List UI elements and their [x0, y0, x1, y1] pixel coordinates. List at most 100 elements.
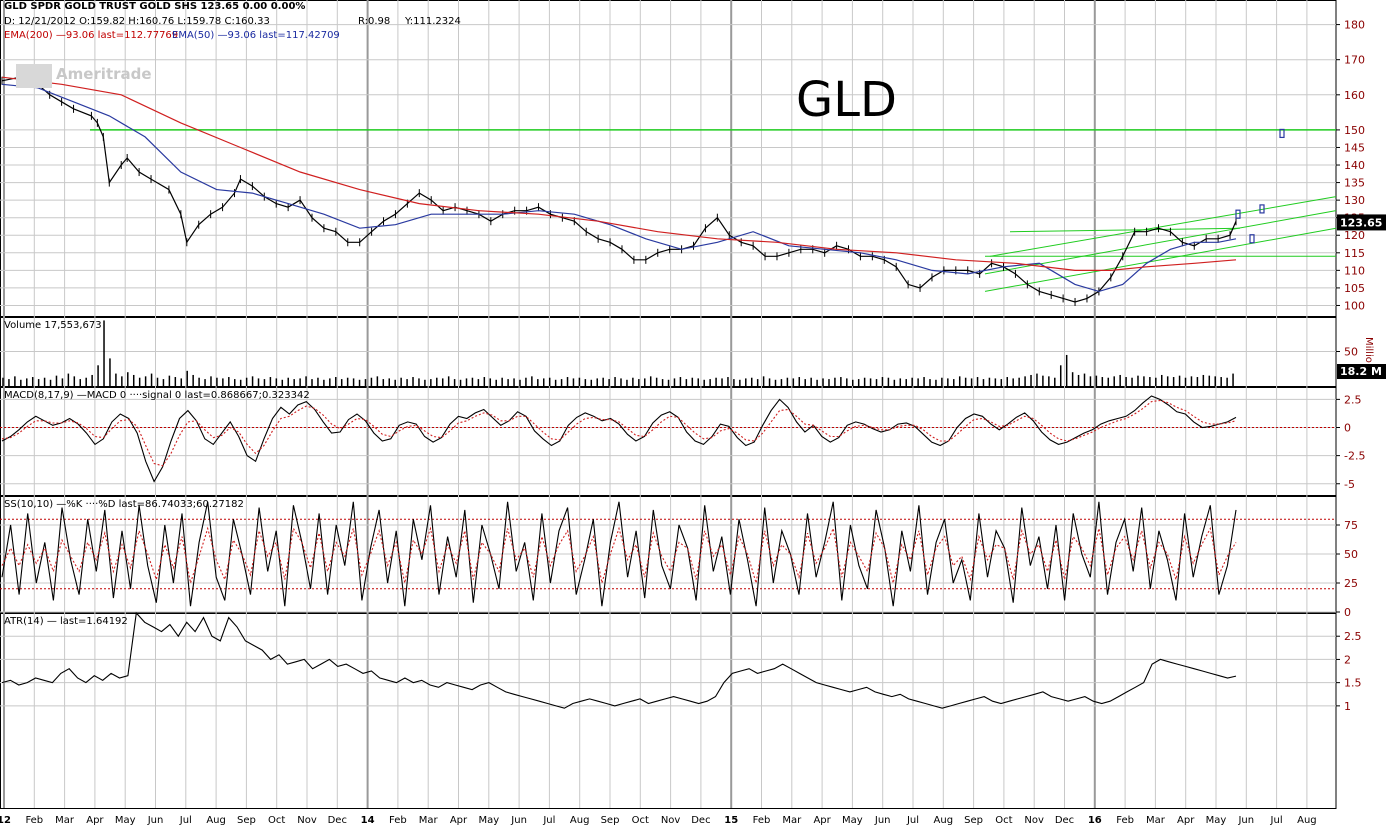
td-logo-icon	[16, 64, 52, 88]
y-tick-label: 0	[1344, 422, 1351, 435]
atr-title: ATR(14) — last=1.64192	[4, 616, 128, 627]
macd-series-signal	[1, 399, 1237, 467]
x-tick-label: Sep	[237, 815, 256, 826]
volume-title: Volume 17,553,673	[4, 320, 102, 331]
channel-line	[1009, 227, 1241, 233]
y-tick-label: 25	[1344, 577, 1358, 590]
channel-line	[984, 210, 1337, 275]
x-tick-label: Nov	[1024, 815, 1044, 826]
last-price-label: 123.65	[1340, 216, 1382, 229]
y-tick-label: 110	[1344, 264, 1365, 277]
x-tick-label: Apr	[1177, 815, 1195, 826]
x-tick-label: Feb	[753, 815, 771, 826]
watermark-text: Ameritrade	[56, 65, 152, 83]
x-tick-label: May	[115, 815, 136, 826]
x-tick-label: Jul	[906, 815, 919, 826]
volume-last-badge	[1337, 364, 1386, 379]
panel-border-price	[0, 0, 1337, 317]
x-tick-label: Feb	[389, 815, 407, 826]
macd-series-macd	[1, 395, 1237, 483]
y-tick-label: 2.5	[1344, 393, 1362, 406]
x-tick-label: Jun	[510, 815, 527, 826]
x-tick-label: Jun	[147, 815, 164, 826]
r-readout: R:0.98	[358, 16, 391, 27]
x-tick-label: Nov	[661, 815, 681, 826]
ema50-legend: EMA(50) —93.06 last=117.42709	[172, 30, 340, 41]
y-tick-label: 2.5	[1344, 630, 1362, 643]
y-tick-label: 160	[1344, 89, 1365, 102]
x-tick-label: Jul	[179, 815, 192, 826]
stoch-series-k	[1, 501, 1237, 607]
x-tick-label: 15	[724, 815, 738, 826]
y-tick-label: 100	[1344, 299, 1365, 312]
x-tick-label: 14	[361, 815, 375, 826]
x-tick-label: Jun	[874, 815, 891, 826]
x-tick-label: Sep	[964, 815, 983, 826]
x-tick-label: Aug	[206, 815, 226, 826]
x-tick-label: Apr	[86, 815, 104, 826]
big-ticker-label: GLD	[796, 72, 897, 128]
stoch-title: SS(10,10) —%K ····%D last=86.74033;60.27…	[4, 499, 244, 510]
x-tick-label: Mar	[419, 815, 439, 826]
y-tick-label: 120	[1344, 229, 1365, 242]
volume-last-label: 18.2 M	[1340, 365, 1382, 378]
y-tick-label: 150	[1344, 124, 1365, 137]
x-tick-label: Sep	[601, 815, 620, 826]
x-tick-label: Jun	[1237, 815, 1254, 826]
x-tick-label: Feb	[1116, 815, 1134, 826]
x-tick-label: Oct	[632, 815, 649, 826]
x-tick-label: Dec	[691, 815, 710, 826]
x-tick-label: Oct	[995, 815, 1012, 826]
stoch-series-d	[1, 526, 1237, 584]
y-readout: Y:111.2324	[405, 16, 461, 27]
y-tick-label: 2	[1344, 653, 1351, 666]
atr-series	[1, 611, 1237, 709]
projection-box	[1249, 234, 1255, 244]
projection-box	[1259, 204, 1265, 214]
projection-box	[1279, 128, 1285, 139]
series-ema200	[1, 76, 1237, 271]
y-tick-label: -2.5	[1344, 450, 1365, 463]
x-tick-label: May	[478, 815, 499, 826]
channel-line	[989, 196, 1337, 257]
x-tick-label: 12	[0, 815, 11, 826]
y-tick-label: -5	[1344, 478, 1355, 491]
ema200-legend: EMA(200) —93.06 last=112.77769	[4, 30, 179, 41]
x-tick-label: Apr	[813, 815, 831, 826]
ohlc-readout: D: 12/21/2012 O:159.82 H:160.76 L:159.78…	[4, 16, 270, 27]
y-tick-label: 140	[1344, 159, 1365, 172]
y-tick-label: 50	[1344, 346, 1358, 359]
chart-header-title: GLD SPDR GOLD TRUST GOLD SHS 123.65 0.00…	[4, 1, 305, 12]
y-tick-label: 135	[1344, 177, 1365, 190]
x-tick-label: Dec	[328, 815, 347, 826]
y-tick-label: 145	[1344, 141, 1365, 154]
x-tick-label: Mar	[55, 815, 75, 826]
series-ema50	[1, 83, 1237, 293]
y-tick-label: 105	[1344, 282, 1365, 295]
x-tick-label: 16	[1088, 815, 1102, 826]
x-tick-label: Jul	[1270, 815, 1283, 826]
x-tick-label: Mar	[782, 815, 802, 826]
y-tick-label: 50	[1344, 548, 1358, 561]
ticker-title: GLD SPDR GOLD TRUST GOLD SHS 123.65 0.00…	[4, 1, 306, 12]
y-tick-label: 1.5	[1344, 677, 1362, 690]
last-price-badge	[1337, 214, 1386, 231]
x-tick-label: Feb	[25, 815, 43, 826]
x-tick-label: May	[842, 815, 863, 826]
projection-box	[1235, 209, 1241, 219]
x-tick-label: Jul	[542, 815, 555, 826]
x-tick-label: Aug	[934, 815, 954, 826]
y-tick-label: 75	[1344, 519, 1358, 532]
y-tick-label: 115	[1344, 247, 1365, 260]
y-tick-label: 180	[1344, 19, 1365, 32]
x-tick-label: Apr	[450, 815, 468, 826]
volume-unit-label: Millio	[1363, 337, 1374, 363]
panel-border-atr	[0, 613, 1337, 809]
y-tick-label: 1	[1344, 700, 1351, 713]
x-tick-label: Oct	[268, 815, 285, 826]
x-tick-label: Mar	[1146, 815, 1166, 826]
x-tick-label: Aug	[1297, 815, 1317, 826]
x-tick-label: Aug	[570, 815, 590, 826]
series-gld	[1, 76, 1237, 303]
